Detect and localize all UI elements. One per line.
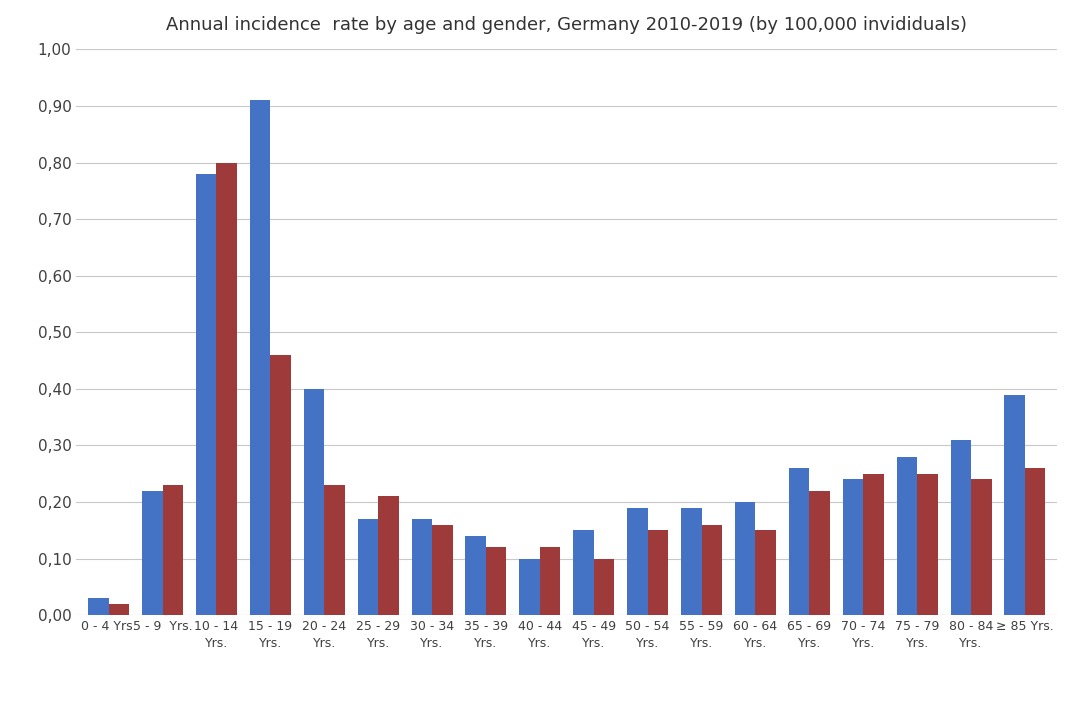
- Bar: [358, 519, 378, 615]
- Bar: [950, 440, 971, 615]
- Bar: [971, 479, 992, 615]
- Bar: [897, 457, 917, 615]
- Bar: [627, 508, 647, 615]
- Bar: [1025, 468, 1045, 615]
- Bar: [432, 525, 452, 615]
- Bar: [594, 559, 615, 615]
- Bar: [843, 479, 863, 615]
- Bar: [1005, 395, 1025, 615]
- Bar: [196, 174, 217, 615]
- Bar: [863, 474, 884, 615]
- Bar: [88, 598, 109, 615]
- Bar: [162, 485, 183, 615]
- Bar: [647, 530, 668, 615]
- Bar: [324, 485, 344, 615]
- Bar: [109, 604, 129, 615]
- Bar: [573, 530, 594, 615]
- Bar: [702, 525, 722, 615]
- Bar: [465, 536, 486, 615]
- Bar: [810, 491, 829, 615]
- Bar: [486, 547, 507, 615]
- Bar: [789, 468, 810, 615]
- Bar: [755, 530, 776, 615]
- Bar: [519, 559, 540, 615]
- Bar: [735, 502, 755, 615]
- Bar: [270, 355, 291, 615]
- Bar: [304, 389, 324, 615]
- Bar: [378, 496, 399, 615]
- Bar: [142, 491, 162, 615]
- Bar: [681, 508, 702, 615]
- Title: Annual incidence  rate by age and gender, Germany 2010-2019 (by 100,000 invididu: Annual incidence rate by age and gender,…: [167, 16, 967, 34]
- Bar: [217, 163, 237, 615]
- Bar: [917, 474, 937, 615]
- Bar: [412, 519, 432, 615]
- Bar: [540, 547, 560, 615]
- Bar: [250, 100, 270, 615]
